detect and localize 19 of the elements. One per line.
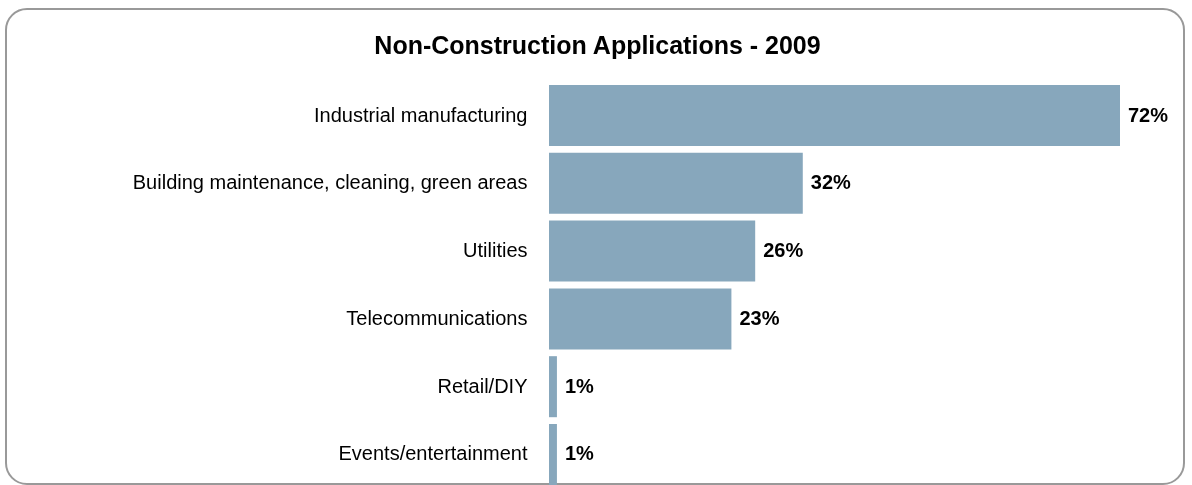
y-tick-label: Building maintenance, cleaning, green areas [132,171,528,194]
bar [549,220,756,282]
bar [549,152,803,214]
data-label: 1% [564,374,595,397]
y-tick-label: Utilities [463,239,528,262]
bar [549,288,732,350]
data-label: 23% [739,306,780,329]
y-tick-label: Events/entertainment [338,442,528,465]
y-tick-label: Telecommunications [346,306,528,329]
bar [549,423,557,485]
bar [549,85,1120,147]
data-label: 32% [810,171,852,194]
chart-title: Non-Construction Applications - 2009 [374,31,821,59]
y-tick-label: Retail/DIY [437,374,528,397]
data-label: 1% [564,442,595,465]
data-label: 72% [1128,103,1169,126]
bar [549,356,557,418]
y-tick-label: Industrial manufacturing [314,103,528,126]
data-label: 26% [763,239,804,262]
